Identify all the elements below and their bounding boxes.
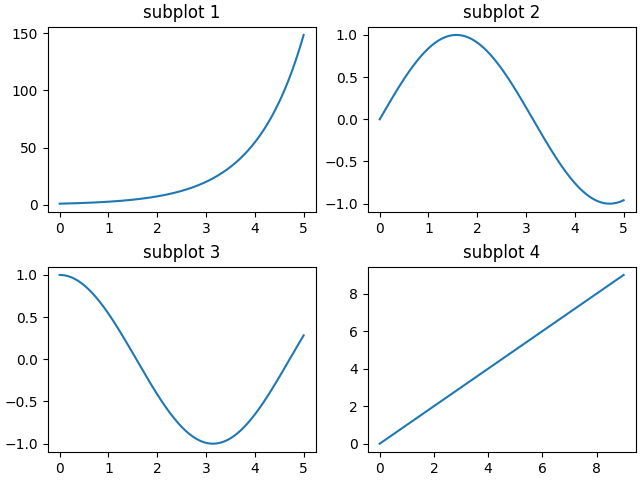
Title: subplot 2: subplot 2 [463, 4, 540, 22]
Title: subplot 1: subplot 1 [143, 4, 220, 22]
Title: subplot 4: subplot 4 [463, 244, 540, 262]
Title: subplot 3: subplot 3 [143, 244, 220, 262]
